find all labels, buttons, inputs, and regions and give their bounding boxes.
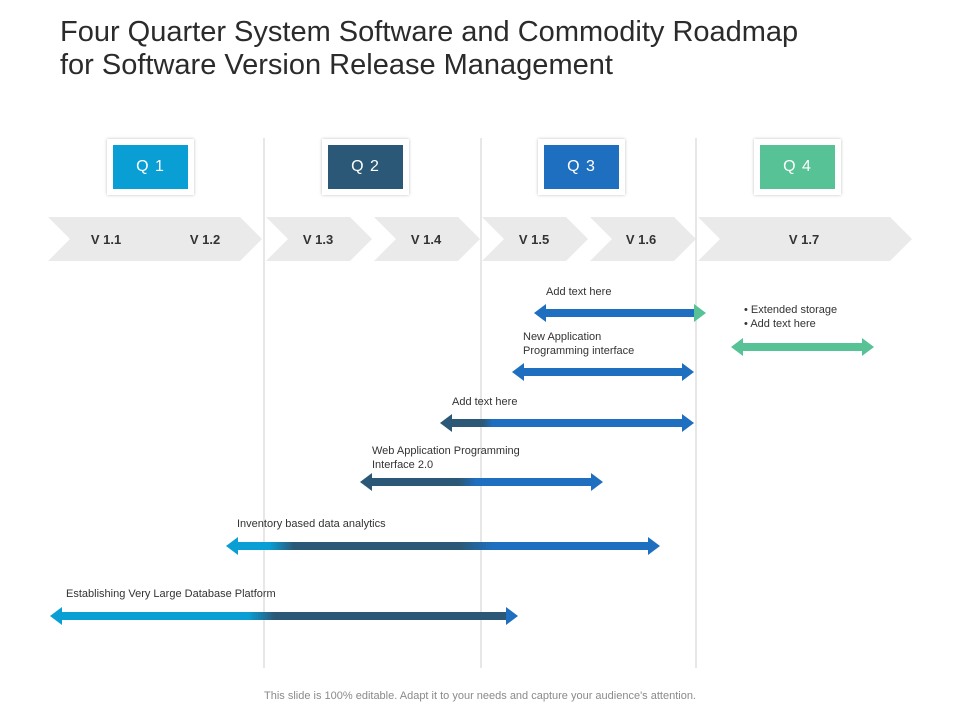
version-label-v15: V 1.5 [518,232,550,247]
timeline-arrow-3 [440,414,694,432]
chevron-v13 [266,217,372,261]
bar-label-1: Add text here [546,286,612,298]
bar-label-2: New Application Programming interface [523,331,635,357]
version-label-v16: V 1.6 [625,232,657,247]
q4-bullet-1: Extended storage [744,303,837,317]
version-label-v17: V 1.7 [788,232,820,247]
quarter-label-q3: Q 3 [544,145,619,189]
chevron-v16 [590,217,696,261]
bar-label-3: Add text here [452,396,518,408]
chevron-q1 [48,217,262,261]
quarter-box-q1: Q 1 [107,139,194,195]
q4-bullet-2: Add text here [744,317,837,331]
version-label-v12: V 1.2 [189,232,221,247]
timeline-arrow-q4 [731,338,874,356]
bar-label-4: Web Application Programming Interface 2.… [372,445,520,471]
chevron-v14 [374,217,480,261]
version-label-v13: V 1.3 [302,232,334,247]
quarter-label-q2: Q 2 [328,145,403,189]
page-title: Four Quarter System Software and Commodi… [60,16,920,82]
quarter-label-q1: Q 1 [113,145,188,189]
bar-label-5: Inventory based data analytics [237,518,386,530]
timeline-arrow-1 [534,304,706,322]
timeline-arrow-2 [512,363,694,381]
chevron-v17 [698,217,912,261]
version-label-v11: V 1.1 [90,232,122,247]
quarter-box-q2: Q 2 [322,139,409,195]
footer-note: This slide is 100% editable. Adapt it to… [264,690,696,702]
quarter-box-q3: Q 3 [538,139,625,195]
quarter-box-q4: Q 4 [754,139,841,195]
chevron-v15 [482,217,588,261]
version-label-v14: V 1.4 [410,232,442,247]
timeline-arrow-5 [226,537,660,555]
quarter-label-q4: Q 4 [760,145,835,189]
title-line-1: Four Quarter System Software and Commodi… [60,16,799,48]
q4-bullet-list: Extended storage Add text here [744,303,837,331]
bar-label-6: Establishing Very Large Database Platfor… [66,588,276,600]
timeline-arrow-6 [50,607,518,625]
title-line-2: for Software Version Release Management [60,49,613,81]
timeline-arrow-4 [360,473,603,491]
